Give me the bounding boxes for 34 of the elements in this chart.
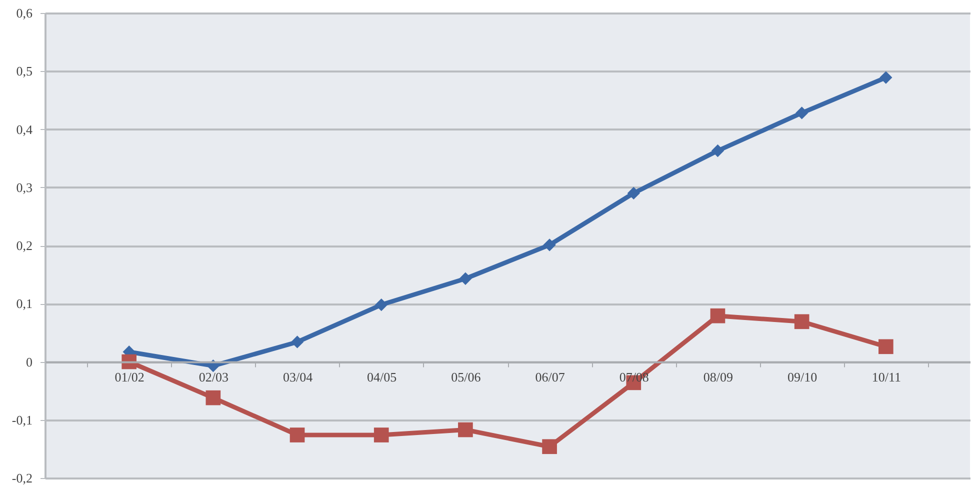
point <box>878 339 894 354</box>
point <box>290 428 305 442</box>
y-tick-label: 0,4 <box>16 122 33 137</box>
y-tick-label: 0,1 <box>16 296 32 312</box>
x-tick-label: 08/09 <box>703 369 734 384</box>
point <box>459 272 472 285</box>
point <box>711 144 724 158</box>
y-tick-label: 0,2 <box>16 238 32 253</box>
point <box>627 186 640 200</box>
x-tick-label: 04/05 <box>367 369 397 384</box>
point <box>290 336 304 348</box>
y-tick-label: 0,6 <box>16 6 33 20</box>
point <box>543 238 556 252</box>
y-tick-label: 0,5 <box>16 64 32 79</box>
point <box>795 106 808 120</box>
x-tick-label: 03/04 <box>282 369 314 384</box>
y-tick-label: 0,3 <box>16 180 32 195</box>
x-tick-label: 06/07 <box>535 369 566 384</box>
y-tick-label: -0,1 <box>12 412 32 428</box>
point <box>375 298 388 312</box>
point <box>710 308 726 324</box>
point <box>206 390 221 406</box>
point <box>458 422 473 438</box>
point <box>542 439 557 454</box>
point <box>794 314 810 330</box>
y-tick-label: 0 <box>26 354 32 370</box>
y-tick-label: -0,2 <box>12 470 32 486</box>
x-tick-label: 10/11 <box>872 369 901 384</box>
x-tick-label: 05/06 <box>451 369 482 384</box>
point <box>374 428 389 442</box>
x-tick-label: 09/10 <box>788 369 818 384</box>
x-tick-label: 02/03 <box>198 369 228 384</box>
x-tick-label: 01/02 <box>114 369 144 384</box>
point <box>880 71 892 84</box>
